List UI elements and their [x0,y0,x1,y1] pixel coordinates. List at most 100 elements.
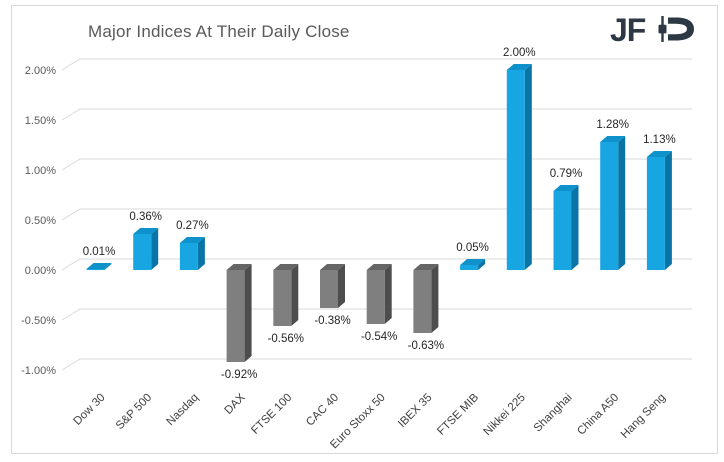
bar-side-face [244,264,252,362]
bar-value-label: -0.63% [408,340,444,352]
data-labels: 0.01% 0.36% 0.27% -0.92% -0.56% -0.38% -0.54%-… [83,47,676,381]
bar-side-face [478,259,486,270]
bar-side-face [664,151,672,270]
bar-top-face [226,264,252,270]
x-category-label: Nasdaq [165,392,202,429]
jfd-logo-d-candlestick [658,16,694,42]
bar-value-label: -0.38% [314,315,350,327]
bar-top-face [86,263,112,269]
bar-side-face [384,264,392,324]
chart-frame [11,5,718,454]
x-category-label: FTSE 100 [249,392,294,437]
bar-front-face [460,265,479,270]
bar-side-face [571,185,579,270]
bar-value-label: 1.13% [643,134,676,146]
bar-nikkei-225 [506,64,532,270]
bar-value-label: 0.36% [129,211,162,223]
x-category-label: S&P 500 [114,392,154,432]
bar-value-label: -0.56% [268,333,304,345]
bar-ftse-mib [460,259,486,270]
bar-nasdaq [179,237,205,270]
candlestick-body [658,24,667,34]
bar-ftse-100 [273,264,299,326]
y-tick-label: 0.00% [25,265,56,277]
x-category-label: Hang Seng [619,392,668,441]
bar-euro-stoxx-50 [366,264,392,324]
bar-front-face [273,270,292,326]
bar-top-face [179,237,205,243]
bar-front-face [86,269,105,270]
y-tick-label: 1.00% [25,165,56,177]
bar-top-face [273,264,299,270]
bar-top-face [320,264,345,270]
gridline [61,108,692,121]
y-tick-label: -1.00% [21,365,56,377]
bar-front-face [179,243,198,270]
bar-side-face [338,264,345,308]
bar-value-label: -0.92% [221,369,257,381]
bar-dow-30 [86,263,112,270]
bar-front-face [600,142,619,270]
bar-front-face [413,270,432,333]
bars [86,64,672,362]
bar-dax [226,264,252,362]
x-category-label: Shanghai [532,392,575,435]
bar-ibex-35 [413,264,439,333]
x-category-label: FTSE MIB [435,391,481,437]
y-tick-label: 0.50% [25,215,56,227]
bar-front-face [553,191,572,270]
bar-side-face [151,228,159,270]
bar-top-face [553,185,579,191]
bar-side-face [291,264,299,326]
bar-front-face [506,70,525,270]
d-bowl [668,17,694,41]
bar-top-face [133,228,159,234]
x-category-label: China A50 [575,392,621,438]
bar-value-label: 2.00% [503,47,536,59]
bar-side-face [524,64,532,270]
gridline [61,158,692,171]
bar-side-face [197,237,205,270]
bar-front-face [133,234,152,270]
bar-cac-40 [320,264,345,308]
y-tick-label: 1.50% [25,115,56,127]
bar-value-label: -0.54% [361,331,397,343]
bar-front-face [226,270,245,362]
bar-front-face [320,270,338,308]
x-category-label: CAC 40 [304,392,341,429]
category-labels: Dow 30 S&P 500 Nasdaq DAX FTSE 100 CAC 40Euro… [72,391,668,451]
bar-hang-seng [646,151,672,270]
jfd-logo-jf-text: JF [610,16,646,42]
x-category-label: Nikkei 225 [481,392,527,438]
bar-side-face [618,136,626,270]
bar-top-face [600,136,626,142]
bar-top-face [366,264,392,270]
x-category-label: Dow 30 [72,392,108,428]
gridline [61,258,692,271]
gridline [61,358,692,371]
gridline [61,58,692,71]
bar-shanghai [553,185,579,270]
bar-value-label: 0.79% [550,168,583,180]
bar-s-p-500 [133,228,159,270]
bar-value-label: 0.01% [83,246,116,258]
bar-value-label: 1.28% [596,119,629,131]
y-axis-labels: 2.00% 1.50% 1.00% 0.50% 0.00% -0.50% -1.00% [21,65,56,377]
bar-top-face [506,64,532,70]
bar-side-face [104,263,112,270]
bar-top-face [646,151,672,157]
jfd-logo: JF [610,16,694,42]
bar-front-face [366,270,385,324]
gridlines [61,58,692,371]
bar-top-face [460,259,486,265]
x-category-label: DAX [223,391,248,416]
bar-value-label: 0.05% [456,242,489,254]
bar-front-face [646,157,665,270]
y-tick-label: 2.00% [25,65,56,77]
x-category-label: IBEX 35 [396,392,434,430]
chart-title: Major Indices At Their Daily Close [88,22,350,41]
y-tick-label: -0.50% [21,315,56,327]
bar-side-face [431,264,439,333]
